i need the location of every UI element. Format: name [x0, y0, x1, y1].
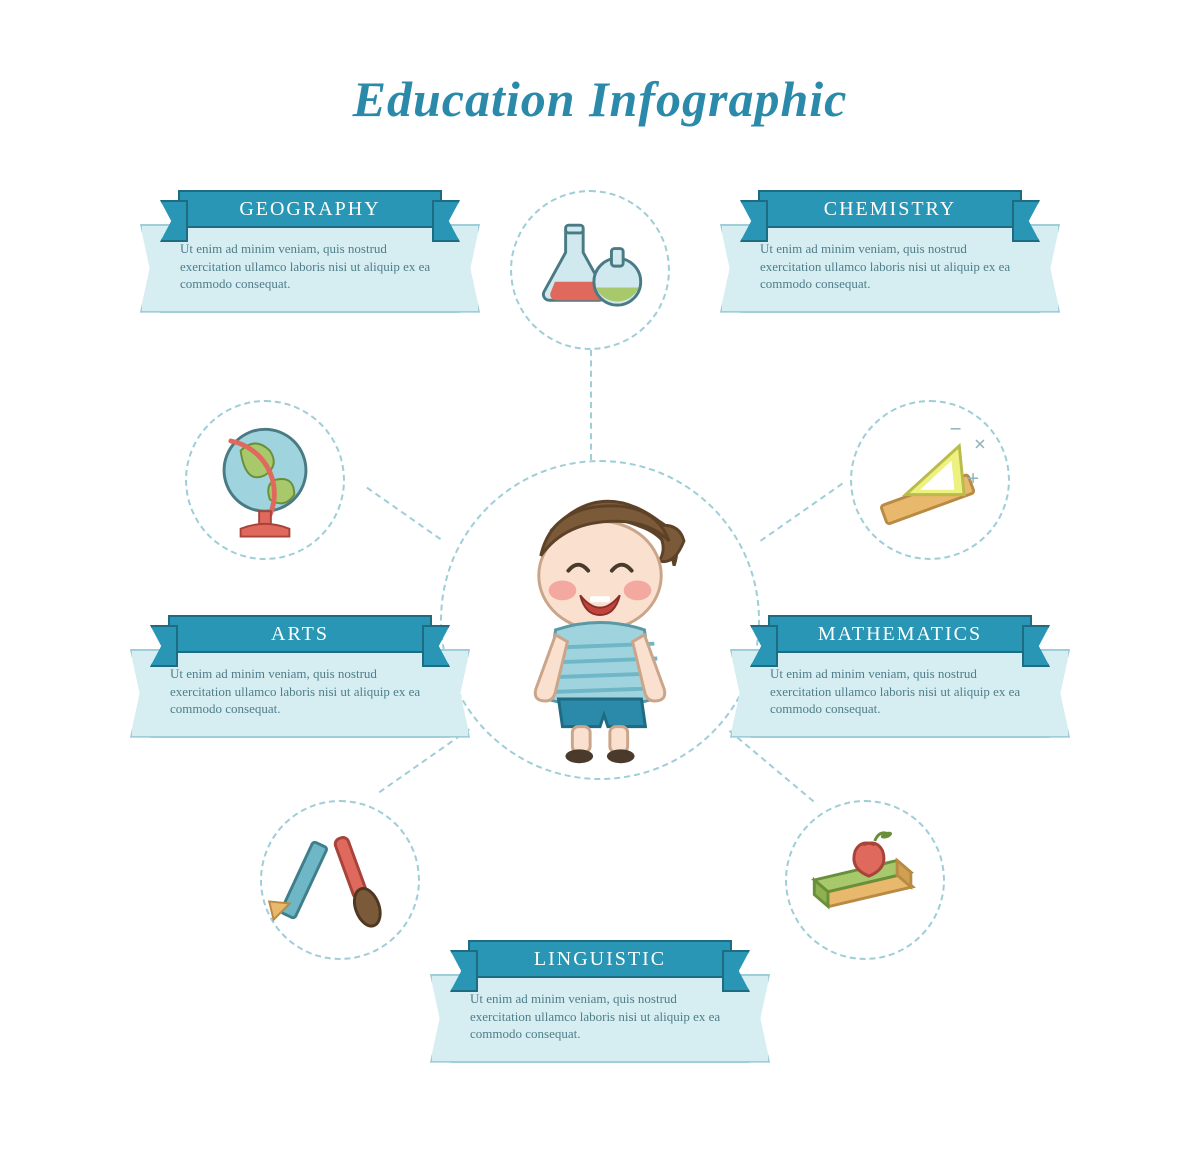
brush-pencil-icon	[262, 802, 418, 958]
card-chemistry: CHEMISTRY Ut enim ad minim veniam, quis …	[740, 190, 1040, 313]
child-icon	[442, 462, 758, 778]
card-label: ARTS	[168, 615, 432, 653]
geography-icon-circle	[185, 400, 345, 560]
card-body: Ut enim ad minim veniam, quis nostrud ex…	[150, 649, 450, 738]
infographic-canvas: Education Infographic	[30, 30, 1170, 1130]
linguistic-icon-circle	[785, 800, 945, 960]
connector-line	[760, 483, 843, 542]
card-body: Ut enim ad minim veniam, quis nostrud ex…	[750, 649, 1050, 738]
arts-icon-circle	[260, 800, 420, 960]
globe-icon	[187, 402, 343, 558]
card-label: GEOGRAPHY	[178, 190, 442, 228]
card-arts: ARTS Ut enim ad minim veniam, quis nostr…	[150, 615, 450, 738]
card-mathematics: MATHEMATICS Ut enim ad minim veniam, qui…	[750, 615, 1050, 738]
card-geography: GEOGRAPHY Ut enim ad minim veniam, quis …	[160, 190, 460, 313]
svg-text:−: −	[950, 417, 962, 441]
page-title: Education Infographic	[30, 70, 1170, 128]
card-label: MATHEMATICS	[768, 615, 1032, 653]
chemistry-icon-circle	[510, 190, 670, 350]
svg-text:×: ×	[974, 432, 986, 456]
math-icon-circle: × + −	[850, 400, 1010, 560]
card-body: Ut enim ad minim veniam, quis nostrud ex…	[160, 224, 460, 313]
card-body: Ut enim ad minim veniam, quis nostrud ex…	[450, 974, 750, 1063]
card-label: LINGUISTIC	[468, 940, 732, 978]
books-apple-icon	[787, 802, 943, 958]
svg-text:+: +	[967, 466, 979, 490]
card-linguistic: LINGUISTIC Ut enim ad minim veniam, quis…	[450, 940, 750, 1063]
connector-line	[590, 350, 592, 460]
ruler-triangle-icon: × + −	[852, 402, 1008, 558]
card-label: CHEMISTRY	[758, 190, 1022, 228]
flasks-icon	[512, 192, 668, 348]
card-body: Ut enim ad minim veniam, quis nostrud ex…	[740, 224, 1040, 313]
connector-line	[366, 487, 441, 540]
center-circle	[440, 460, 760, 780]
